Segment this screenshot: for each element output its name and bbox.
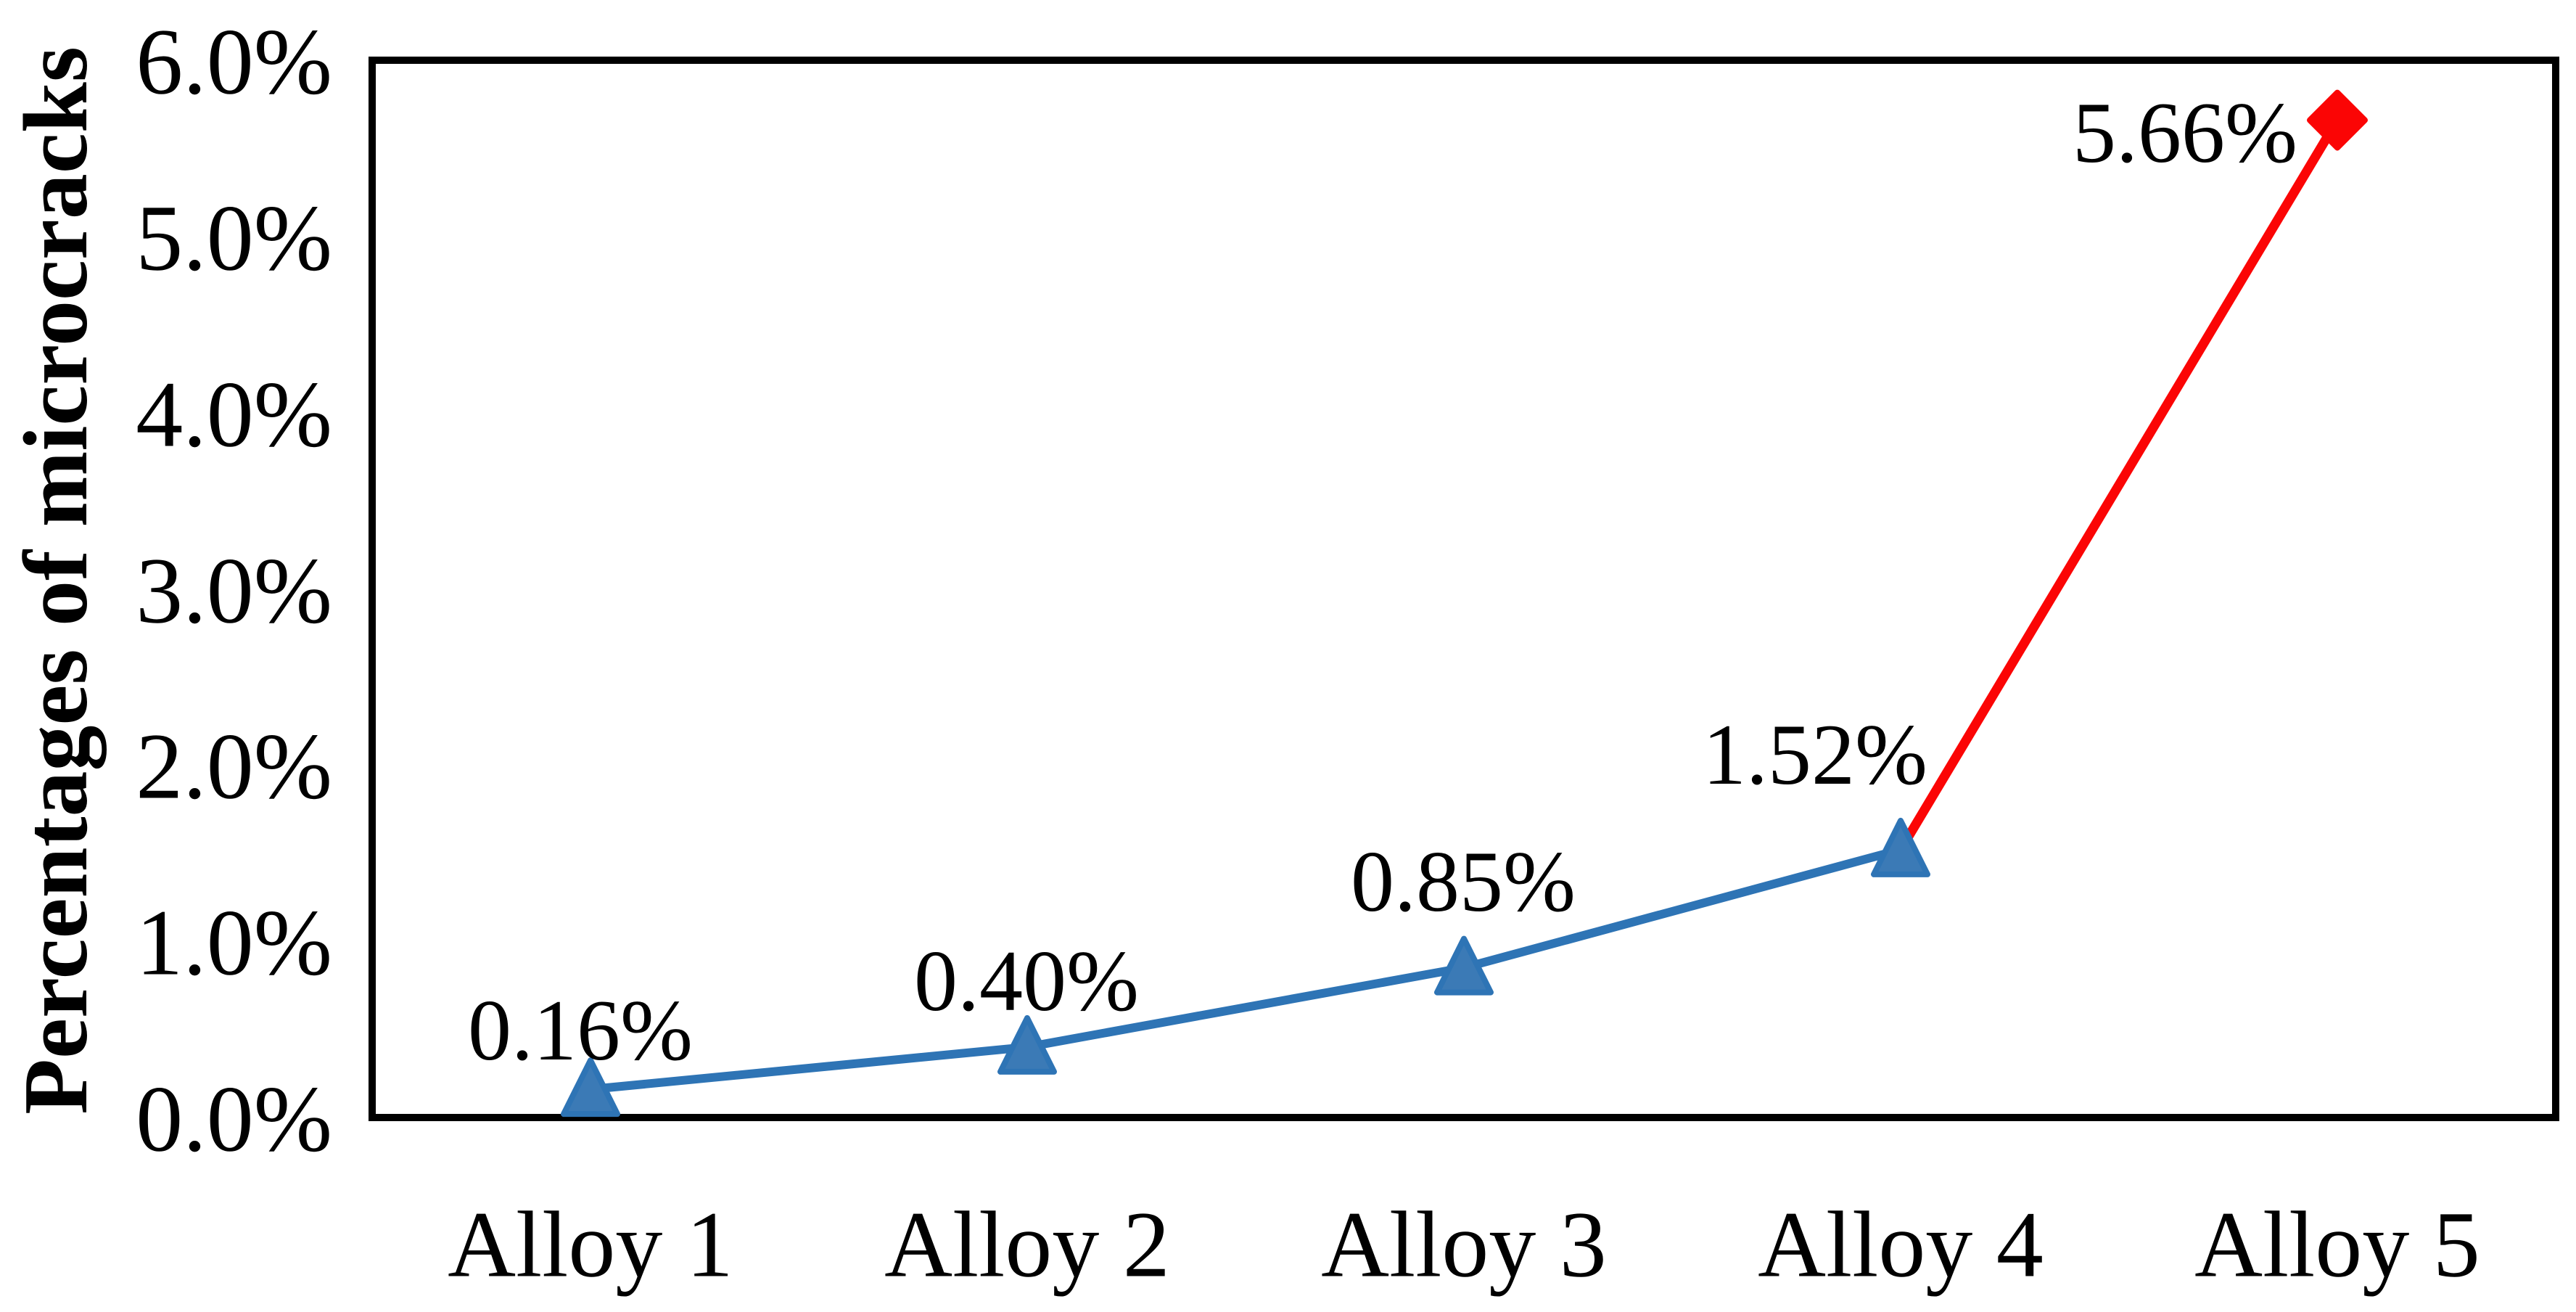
x-label-alloy-5: Alloy 5 [2194,1193,2480,1297]
series-layer [561,89,2368,1118]
y-tick-6: 6.0% [136,10,332,115]
triangle-marker-point-3 [1434,935,1494,996]
x-axis-category-labels: Alloy 1 Alloy 2 Alloy 3 Alloy 4 Alloy 5 [448,1193,2480,1297]
data-label-alloy-5: 5.66% [2073,84,2297,181]
x-label-alloy-2: Alloy 2 [884,1193,1170,1297]
x-label-alloy-3: Alloy 3 [1321,1193,1607,1297]
data-point-labels: 0.16% 0.40% 0.85% 1.52% 5.66% [468,84,2297,1078]
y-tick-3: 3.0% [136,539,332,644]
y-axis-tick-labels: 6.0% 5.0% 4.0% 3.0% 2.0% 1.0% 0.0% [136,10,332,1172]
triangle-marker-point-4 [1871,817,1930,877]
data-label-alloy-1: 0.16% [468,982,693,1078]
plot-border [369,57,2559,1121]
data-label-alloy-3: 0.85% [1351,833,1576,930]
data-label-alloy-2: 0.40% [914,932,1139,1029]
y-tick-1: 1.0% [136,891,332,996]
y-tick-0: 0.0% [136,1067,332,1172]
triangle-marker-point-1 [561,1057,620,1118]
x-label-alloy-4: Alloy 4 [1758,1193,2044,1297]
data-label-alloy-4: 1.52% [1703,706,1927,803]
y-axis-title: Percentages of microcracks [6,46,107,1115]
series-line-1 [586,845,1905,1094]
y-tick-5: 5.0% [136,186,332,291]
diamond-marker-point-5 [2307,89,2368,151]
series-line-2 [1896,115,2342,855]
x-label-alloy-1: Alloy 1 [448,1193,733,1297]
y-tick-2: 2.0% [136,715,332,819]
triangle-marker-point-2 [997,1014,1057,1075]
y-tick-4: 4.0% [136,363,332,467]
